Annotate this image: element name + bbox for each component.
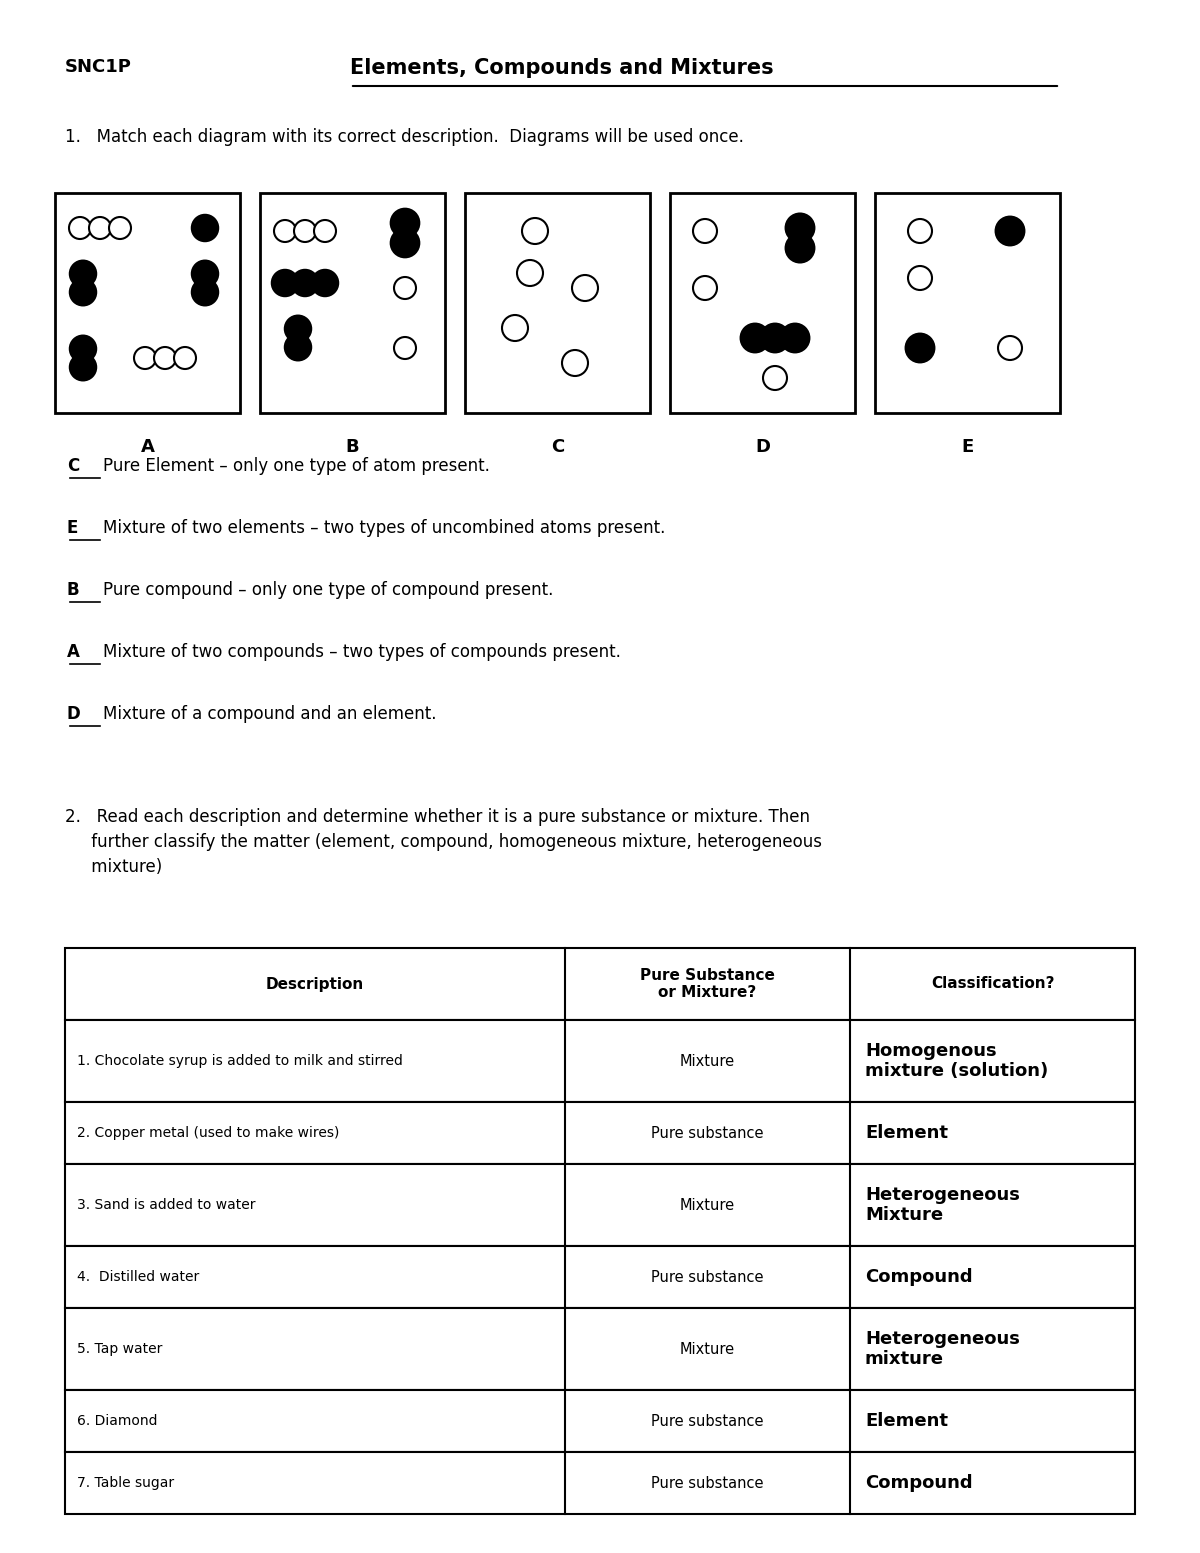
Circle shape (761, 323, 790, 353)
Circle shape (70, 335, 96, 362)
Text: Pure Element – only one type of atom present.: Pure Element – only one type of atom pre… (103, 457, 490, 475)
Text: 5. Tap water: 5. Tap water (77, 1342, 162, 1356)
Text: Description: Description (266, 977, 364, 991)
FancyBboxPatch shape (55, 193, 240, 413)
Circle shape (314, 221, 336, 242)
Text: 2. Copper metal (used to make wires): 2. Copper metal (used to make wires) (77, 1126, 340, 1140)
Text: Homogenous
mixture (solution): Homogenous mixture (solution) (865, 1042, 1049, 1081)
Circle shape (70, 217, 91, 239)
Text: E: E (67, 519, 78, 537)
Circle shape (786, 213, 815, 242)
Circle shape (572, 275, 598, 301)
FancyBboxPatch shape (875, 193, 1060, 413)
Circle shape (274, 221, 296, 242)
Circle shape (908, 266, 932, 290)
Text: Pure Substance
or Mixture?: Pure Substance or Mixture? (640, 968, 775, 1000)
Circle shape (502, 315, 528, 342)
Circle shape (908, 219, 932, 242)
Circle shape (154, 346, 176, 370)
Text: D: D (755, 438, 770, 457)
Circle shape (740, 323, 769, 353)
Circle shape (70, 354, 96, 380)
Bar (65, 1390, 1135, 1452)
Circle shape (522, 217, 548, 244)
Circle shape (70, 261, 96, 287)
Circle shape (294, 221, 316, 242)
Text: Compound: Compound (865, 1267, 973, 1286)
Circle shape (312, 270, 338, 297)
Circle shape (517, 259, 544, 286)
Circle shape (89, 217, 112, 239)
Text: Element: Element (865, 1412, 948, 1430)
Circle shape (906, 334, 935, 362)
Text: 6. Diamond: 6. Diamond (77, 1413, 157, 1429)
Text: Pure substance: Pure substance (652, 1126, 763, 1140)
Text: Heterogeneous
Mixture: Heterogeneous Mixture (865, 1185, 1020, 1224)
Text: 7. Table sugar: 7. Table sugar (77, 1475, 174, 1489)
Text: Pure compound – only one type of compound present.: Pure compound – only one type of compoun… (103, 581, 553, 599)
Text: Mixture: Mixture (680, 1342, 736, 1356)
Circle shape (192, 280, 218, 306)
Text: C: C (67, 457, 79, 475)
Text: Mixture: Mixture (680, 1197, 736, 1213)
Text: 1.   Match each diagram with its correct description.  Diagrams will be used onc: 1. Match each diagram with its correct d… (65, 127, 744, 146)
Circle shape (394, 276, 416, 300)
Text: Elements, Compounds and Mixtures: Elements, Compounds and Mixtures (350, 57, 774, 78)
Text: E: E (961, 438, 973, 457)
Bar (65, 1452, 1135, 1514)
Circle shape (998, 335, 1022, 360)
Text: Compound: Compound (865, 1474, 973, 1492)
Text: Pure substance: Pure substance (652, 1413, 763, 1429)
Text: 3. Sand is added to water: 3. Sand is added to water (77, 1197, 256, 1211)
Text: Pure substance: Pure substance (652, 1269, 763, 1284)
Text: 4.  Distilled water: 4. Distilled water (77, 1270, 199, 1284)
Bar (65, 947, 1135, 1020)
Circle shape (292, 270, 318, 297)
FancyBboxPatch shape (670, 193, 856, 413)
Bar (65, 1020, 1135, 1103)
Circle shape (694, 276, 718, 300)
Circle shape (174, 346, 196, 370)
Text: B: B (67, 581, 79, 599)
FancyBboxPatch shape (466, 193, 650, 413)
Bar (65, 1103, 1135, 1165)
Text: Element: Element (865, 1124, 948, 1141)
FancyBboxPatch shape (260, 193, 445, 413)
Text: SNC1P: SNC1P (65, 57, 132, 76)
Circle shape (284, 334, 311, 360)
Circle shape (70, 280, 96, 306)
Circle shape (781, 323, 810, 353)
Bar (65, 1246, 1135, 1308)
Text: A: A (67, 643, 80, 662)
Text: 2.   Read each description and determine whether it is a pure substance or mixtu: 2. Read each description and determine w… (65, 808, 822, 876)
Circle shape (192, 214, 218, 241)
Circle shape (786, 233, 815, 262)
Circle shape (272, 270, 298, 297)
Circle shape (391, 228, 419, 258)
Text: Classification?: Classification? (931, 977, 1055, 991)
Text: A: A (140, 438, 155, 457)
Text: C: C (551, 438, 564, 457)
Text: Mixture of two elements – two types of uncombined atoms present.: Mixture of two elements – two types of u… (103, 519, 665, 537)
Text: Mixture: Mixture (680, 1053, 736, 1068)
Circle shape (134, 346, 156, 370)
Circle shape (562, 349, 588, 376)
Text: D: D (67, 705, 80, 724)
Text: Mixture of a compound and an element.: Mixture of a compound and an element. (103, 705, 437, 724)
Bar (65, 1165, 1135, 1246)
Text: Mixture of two compounds – two types of compounds present.: Mixture of two compounds – two types of … (103, 643, 620, 662)
Circle shape (763, 367, 787, 390)
Text: 1. Chocolate syrup is added to milk and stirred: 1. Chocolate syrup is added to milk and … (77, 1054, 403, 1068)
Circle shape (109, 217, 131, 239)
Text: B: B (346, 438, 359, 457)
Circle shape (284, 315, 311, 342)
Circle shape (394, 337, 416, 359)
Circle shape (996, 216, 1025, 245)
Circle shape (694, 219, 718, 242)
Circle shape (391, 208, 419, 238)
Circle shape (192, 261, 218, 287)
Text: Heterogeneous
mixture: Heterogeneous mixture (865, 1329, 1020, 1368)
Bar (65, 1308, 1135, 1390)
Text: Pure substance: Pure substance (652, 1475, 763, 1491)
